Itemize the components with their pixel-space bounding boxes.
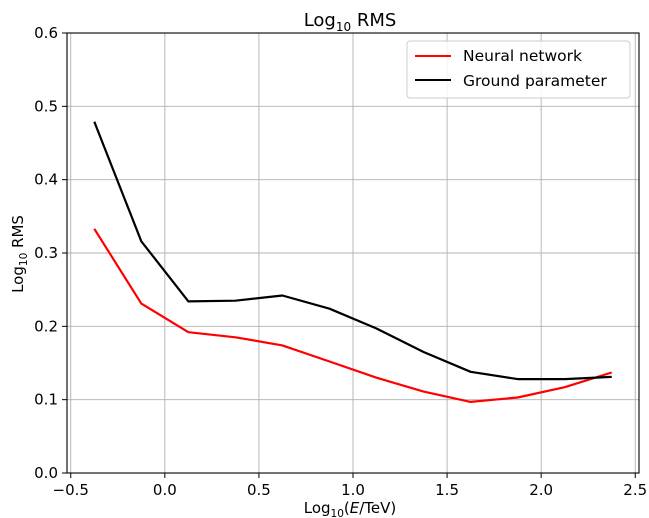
- x-tick-label: 1.0: [341, 481, 365, 499]
- series-line-neural-network: [93, 228, 613, 403]
- y-tick-label: 0.2: [34, 317, 58, 335]
- legend: Neural network Ground parameter: [406, 40, 631, 99]
- x-tick-label: 0.0: [153, 481, 177, 499]
- y-tick-label: 0.5: [34, 97, 58, 115]
- series-line-ground-parameter: [93, 121, 612, 381]
- y-tick-label: 0.1: [34, 391, 58, 409]
- x-tick-label: 2.5: [623, 481, 647, 499]
- series-layer: [93, 121, 613, 403]
- legend-box: [406, 40, 631, 99]
- y-axis-label: Log10 RMS: [9, 215, 30, 293]
- legend-label-ground-parameter: Ground parameter: [463, 72, 607, 90]
- x-tick-label: 1.5: [435, 481, 459, 499]
- y-tick-label: 0.6: [34, 24, 58, 42]
- x-tick-label: −0.5: [53, 481, 89, 499]
- x-axis-label: Log10(E/TeV): [304, 499, 397, 518]
- y-tick-label: 0.3: [34, 244, 58, 262]
- chart-title: Log10 RMS: [304, 10, 397, 34]
- x-tick-label: 0.5: [247, 481, 271, 499]
- legend-label-neural-network: Neural network: [463, 47, 582, 65]
- x-tick-label: 2.0: [529, 481, 553, 499]
- ticks: −0.5 0.0 0.5 1.0 1.5 2.0 2.50.00.10.20.30.40.5…: [34, 24, 647, 499]
- y-tick-label: 0.4: [34, 171, 58, 189]
- grid: [67, 32, 639, 474]
- y-tick-label: 0.0: [34, 464, 58, 482]
